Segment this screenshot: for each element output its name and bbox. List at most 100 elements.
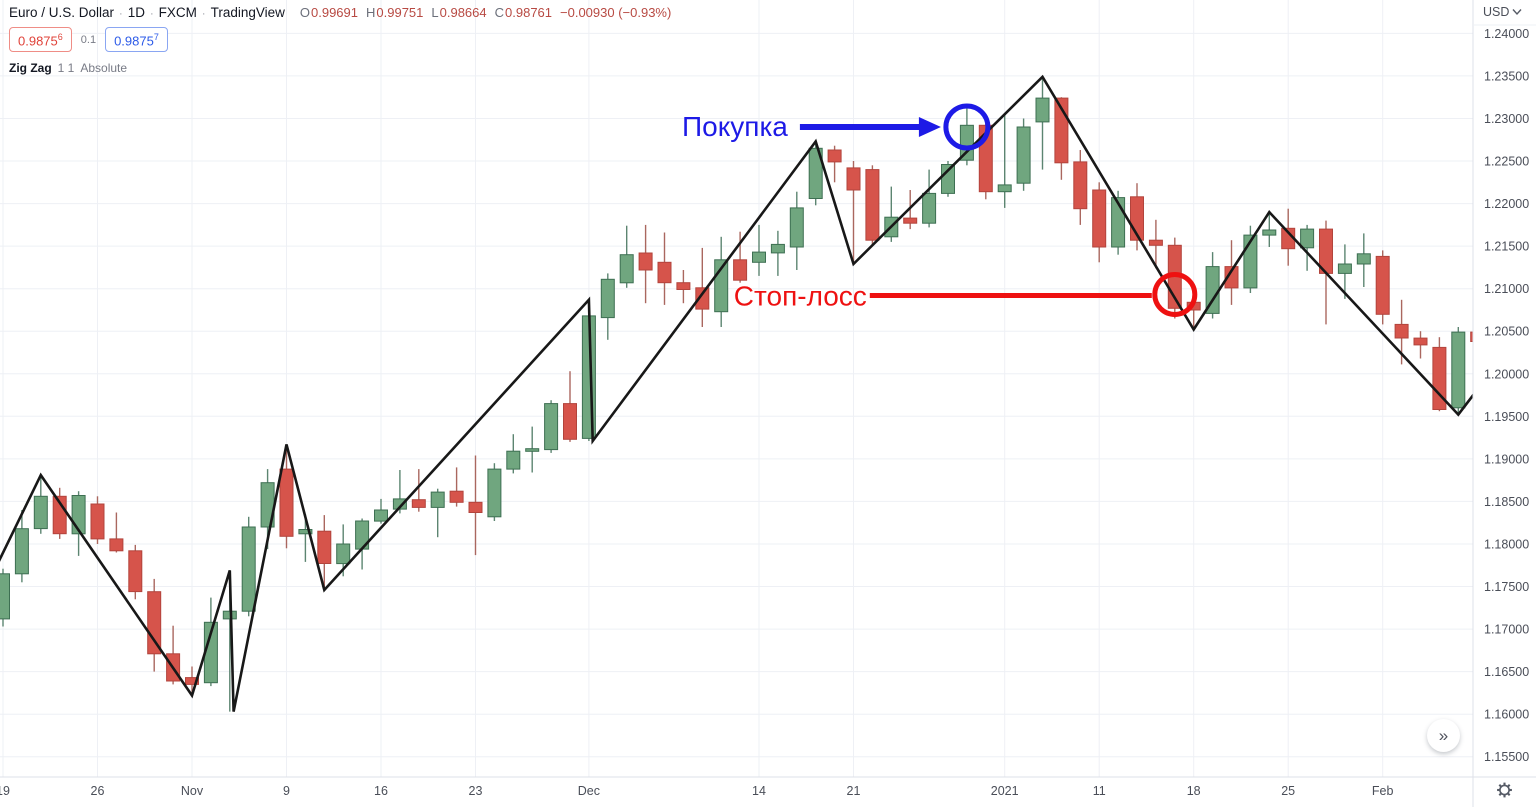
candle <box>922 192 937 224</box>
candle <box>336 543 351 565</box>
ohlc-values: O 0.99691 H 0.99751 L 0.98664 C 0.98761 −0.0… <box>300 5 671 20</box>
indicator-mode: Absolute <box>80 61 128 76</box>
candle <box>638 252 653 271</box>
date-tick: 21 <box>847 784 861 798</box>
exchange-label: FXCM <box>158 5 197 20</box>
price-tick: 1.20000 <box>1484 367 1529 381</box>
separator-dot: · <box>119 8 123 20</box>
candle <box>374 509 388 522</box>
candle <box>563 403 577 440</box>
settings-gear-icon[interactable] <box>1497 782 1512 798</box>
date-tick: 2021 <box>991 784 1019 798</box>
stop-circle <box>1152 272 1198 318</box>
price-tick: 1.24000 <box>1484 27 1529 41</box>
candle <box>959 124 974 161</box>
candle <box>600 278 615 319</box>
candle <box>90 503 105 540</box>
candle <box>1224 266 1239 289</box>
buy-arrow-head <box>918 117 941 138</box>
date-tick: 16 <box>374 784 388 798</box>
bid-ask-row: 0.98756 0.1 0.98757 <box>9 27 671 53</box>
price-tick: 1.15500 <box>1484 750 1529 764</box>
candle <box>468 501 483 513</box>
candle <box>1016 126 1031 184</box>
date-tick: Feb <box>1372 784 1394 798</box>
price-tick: 1.22000 <box>1484 197 1529 211</box>
candle <box>676 282 691 291</box>
candle <box>14 528 29 575</box>
buy-button[interactable]: 0.98757 <box>105 27 168 53</box>
symbol-title[interactable]: Euro / U.S. Dollar <box>9 5 115 20</box>
separator-dot: · <box>149 8 154 20</box>
candle <box>392 498 407 510</box>
candle <box>128 550 143 593</box>
candle <box>789 207 804 248</box>
candle <box>1432 346 1447 410</box>
candle <box>1148 239 1163 246</box>
zigzag-line <box>0 74 1473 712</box>
candle <box>317 530 332 565</box>
candle <box>865 169 880 241</box>
candle <box>487 468 502 518</box>
candle <box>1092 189 1107 248</box>
price-axis[interactable]: USD 1.24000 1.23500 1.23000 1.22500 1.22000 1.… <box>1483 5 1529 764</box>
candle <box>544 403 559 451</box>
indicator-legend[interactable]: Zig Zag 1 1 Absolute <box>9 61 671 75</box>
platform-label: TradingView <box>210 5 285 20</box>
candle <box>33 495 48 530</box>
price-tick: 1.16500 <box>1484 665 1529 679</box>
buy-label: Покупка <box>682 111 788 142</box>
candle <box>1356 253 1371 265</box>
change-value: −0.00930 (−0.93%) <box>560 5 672 20</box>
price-tick: 1.21000 <box>1484 282 1529 296</box>
indicator-params: 1 1 <box>57 61 75 76</box>
stop-label: Стоп-лосс <box>734 281 867 312</box>
candle <box>1413 337 1428 346</box>
price-tick: 1.17000 <box>1484 623 1529 637</box>
candle <box>941 164 955 194</box>
chevron-down-icon <box>1512 9 1522 16</box>
price-tick: 1.21500 <box>1484 240 1529 254</box>
date-axis[interactable]: 19 26 Nov 9 16 23 Dec 14 21 2021 11 18 25 Feb <box>0 784 1394 798</box>
candle <box>1470 331 1473 343</box>
chart-legend: Euro / U.S. Dollar · 1D · FXCM · Trading… <box>9 5 671 75</box>
candle <box>0 573 10 620</box>
price-tick: 1.19500 <box>1484 410 1529 424</box>
candle <box>525 448 540 452</box>
price-tick: 1.17500 <box>1484 580 1529 594</box>
price-tick: 1.22500 <box>1484 155 1529 169</box>
buy-circle <box>943 103 991 151</box>
candle <box>657 261 672 284</box>
price-tick: 1.23000 <box>1484 112 1529 126</box>
candle <box>1262 229 1277 236</box>
open-value: 0.99691 <box>311 5 358 20</box>
separator-dot: · <box>201 8 206 20</box>
double-chevron-right-icon: » <box>1438 725 1449 745</box>
candle <box>1375 255 1390 315</box>
interval-label[interactable]: 1D <box>127 5 145 20</box>
candle <box>808 147 823 200</box>
date-tick: 18 <box>1187 784 1201 798</box>
candle <box>752 251 766 263</box>
candle <box>1300 228 1315 249</box>
candle <box>411 499 426 508</box>
indicator-name[interactable]: Zig Zag <box>9 61 52 76</box>
candle <box>298 529 313 535</box>
candles <box>0 76 1473 712</box>
candle <box>430 491 445 508</box>
candle <box>1394 323 1409 339</box>
buy-annotation: Покупка <box>682 103 991 151</box>
sell-button[interactable]: 0.98756 <box>9 27 72 53</box>
candle <box>695 287 710 310</box>
date-tick: 23 <box>469 784 483 798</box>
low-label: L <box>431 5 439 20</box>
ask-sup-digit: 7 <box>153 32 159 42</box>
price-tick: 1.18000 <box>1484 538 1529 552</box>
candle <box>827 149 842 163</box>
bid-sup-digit: 6 <box>57 32 63 42</box>
collapse-panel-button[interactable]: » <box>1427 719 1460 752</box>
candle <box>506 450 521 470</box>
candle <box>846 167 861 191</box>
date-tick: 26 <box>91 784 105 798</box>
